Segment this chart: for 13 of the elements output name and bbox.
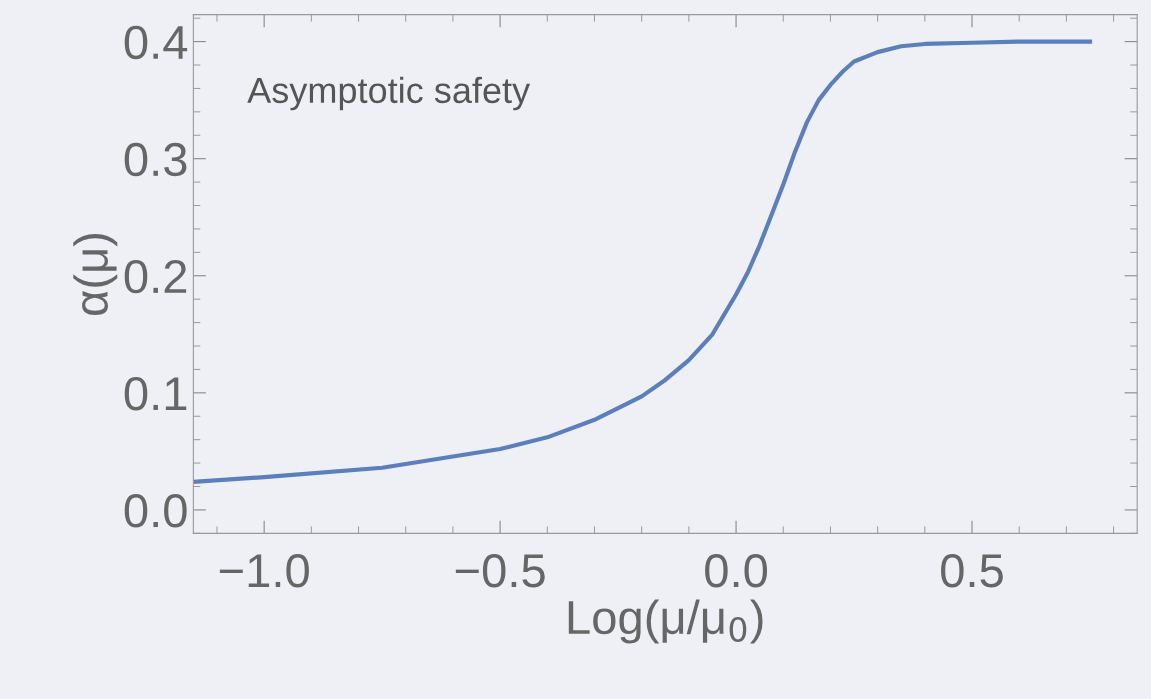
x-tick-label: 0.5 <box>941 554 1003 588</box>
x-tick-label: 0.0 <box>705 554 768 588</box>
y-axis-title: α(μ) <box>73 233 118 315</box>
x-tick-label: −0.5 <box>455 554 545 588</box>
y-tick-label: 0.3 <box>124 142 187 177</box>
y-tick-label: 0.4 <box>124 25 188 60</box>
line-series <box>193 39 1093 484</box>
y-tick-label: 0.1 <box>124 376 187 411</box>
x-axis-title: Log(μ/μ$_{0}$) <box>568 599 763 644</box>
y-tick-label: 0.2 <box>124 259 187 294</box>
annotation: Asymptotic safety <box>247 76 531 111</box>
x-tick-label: −1.0 <box>219 554 309 588</box>
y-tick-label: 0.0 <box>124 494 187 528</box>
